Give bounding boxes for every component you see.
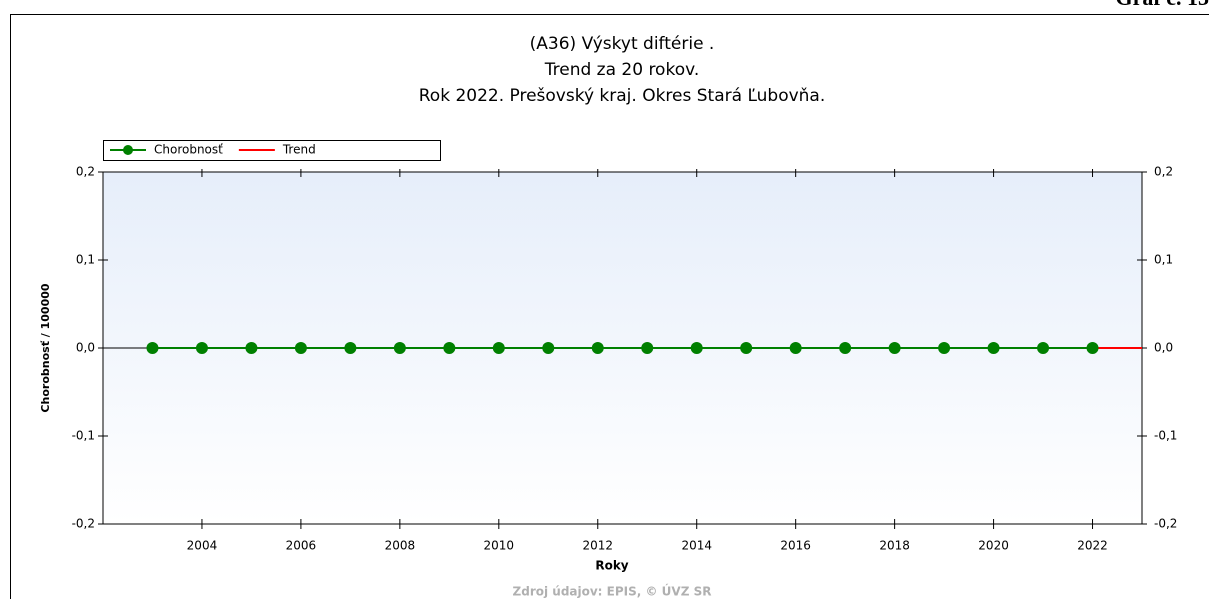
- x-tick-label: 2010: [484, 539, 515, 553]
- x-tick-label: 2008: [385, 539, 416, 553]
- y2-tick-label: -0,2: [1154, 517, 1177, 531]
- data-point: [988, 342, 1000, 354]
- data-point: [790, 342, 802, 354]
- data-point: [443, 342, 455, 354]
- y2-tick-label: 0,1: [1154, 253, 1173, 267]
- y2-tick-label: 0,2: [1154, 165, 1173, 179]
- x-tick-label: 2020: [978, 539, 1009, 553]
- data-point: [740, 342, 752, 354]
- data-point: [295, 342, 307, 354]
- data-point: [146, 342, 158, 354]
- data-point: [691, 342, 703, 354]
- x-tick-label: 2018: [879, 539, 910, 553]
- data-point: [196, 342, 208, 354]
- x-tick-label: 2004: [187, 539, 218, 553]
- chart-subtitle: Trend za 20 rokov.: [544, 60, 700, 80]
- legend-label: Trend: [282, 143, 316, 157]
- data-point: [394, 342, 406, 354]
- data-point: [938, 342, 950, 354]
- x-tick-label: 2006: [286, 539, 317, 553]
- chart-title: (A36) Výskyt diftérie .: [530, 34, 715, 54]
- data-point: [344, 342, 356, 354]
- x-tick-label: 2014: [681, 539, 712, 553]
- y-tick-label: 0,1: [76, 253, 95, 267]
- x-axis-label: Roky: [595, 559, 628, 573]
- chart-subtitle: Rok 2022. Prešovský kraj. Okres Stará Ľu…: [419, 86, 826, 106]
- y-tick-label: -0,1: [72, 429, 95, 443]
- data-point: [1087, 342, 1099, 354]
- y-tick-label: 0,0: [76, 341, 95, 355]
- data-point: [592, 342, 604, 354]
- data-point: [889, 342, 901, 354]
- page-label: Graf č. 13: [1116, 0, 1209, 10]
- x-tick-label: 2012: [582, 539, 613, 553]
- data-point: [839, 342, 851, 354]
- y-tick-label: 0,2: [76, 165, 95, 179]
- data-point: [245, 342, 257, 354]
- data-point: [493, 342, 505, 354]
- source: Zdroj údajov: EPIS, © ÚVZ SR: [513, 584, 712, 599]
- legend-marker: [123, 145, 133, 155]
- y2-tick-label: -0,1: [1154, 429, 1177, 443]
- y-axis-label: Chorobnosť / 100000: [39, 283, 52, 412]
- x-tick-label: 2022: [1077, 539, 1108, 553]
- data-point: [542, 342, 554, 354]
- data-point: [641, 342, 653, 354]
- legend-label: Chorobnosť: [154, 143, 223, 157]
- data-point: [1037, 342, 1049, 354]
- x-tick-label: 2016: [780, 539, 811, 553]
- y2-tick-label: 0,0: [1154, 341, 1173, 355]
- y-tick-label: -0,2: [72, 517, 95, 531]
